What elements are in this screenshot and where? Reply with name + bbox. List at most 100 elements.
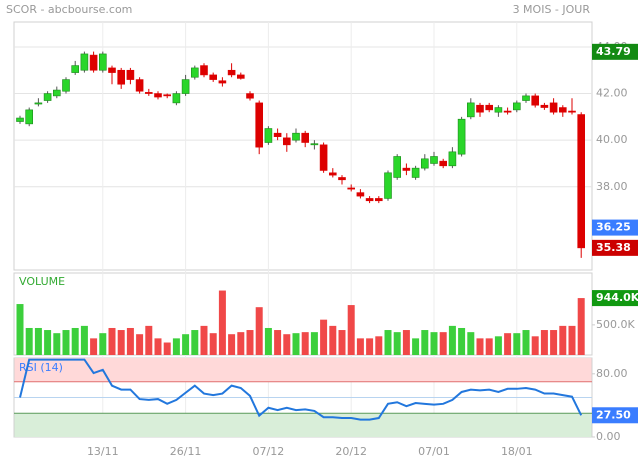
volume-bar: [375, 336, 383, 355]
candle-body: [439, 160, 448, 167]
volume-bar: [163, 342, 171, 355]
x-tick-label: 18/01: [501, 445, 533, 458]
price-marker: [592, 290, 638, 307]
candle-body: [292, 132, 300, 141]
candle-body: [181, 79, 190, 94]
volume-bar: [246, 330, 254, 355]
candle-body: [108, 67, 116, 73]
candle-body: [209, 74, 217, 80]
candle-body: [522, 95, 530, 101]
volume-bar: [108, 327, 116, 355]
candle-body: [301, 132, 310, 143]
y-tick-label: 38.00: [596, 180, 628, 193]
price-marker-label: 35.38: [596, 241, 631, 254]
y-tick-label: 40.00: [596, 133, 628, 146]
candle-body: [126, 69, 135, 80]
volume-bar: [310, 332, 318, 355]
volume-bar: [467, 332, 475, 355]
candle-body: [540, 104, 549, 108]
volume-bar: [44, 330, 52, 355]
candle-body: [117, 69, 125, 85]
volume-bar: [513, 333, 521, 355]
y-tick-label: 0.00: [596, 430, 621, 443]
candle-body: [568, 110, 576, 113]
candle-body: [246, 93, 254, 99]
price-marker-label: 27.50: [596, 408, 631, 421]
volume-bar: [448, 325, 456, 355]
volume-bar: [577, 298, 585, 355]
volume-bar: [384, 330, 392, 355]
volume-bar: [531, 336, 539, 355]
volume-bar: [301, 332, 309, 355]
volume-bar: [62, 330, 70, 355]
candle-body: [338, 177, 346, 181]
candle-body: [71, 65, 79, 73]
candle-body: [200, 65, 208, 76]
volume-bar: [16, 304, 24, 355]
y-tick-label: 42.00: [596, 87, 628, 100]
candle-body: [62, 79, 70, 92]
price-marker: [592, 407, 638, 424]
chart-subtitle: 3 MOIS - JOUR: [513, 3, 591, 16]
volume-bar: [540, 330, 548, 355]
price-marker-label: 36.25: [596, 221, 631, 234]
volume-bar: [421, 330, 429, 355]
volume-bar: [393, 332, 401, 355]
volume-bar: [356, 338, 364, 355]
candle-body: [264, 128, 273, 143]
volume-bar: [485, 338, 493, 355]
candle-body: [135, 79, 144, 92]
candle-body: [43, 93, 52, 101]
volume-bar: [264, 327, 272, 355]
chart-title: SCOR - abcbourse.com: [6, 3, 132, 16]
candle-body: [531, 95, 540, 106]
volume-bar: [117, 330, 125, 355]
volume-bar: [145, 325, 153, 355]
volume-bar: [494, 336, 502, 355]
volume-bar: [338, 330, 346, 355]
volume-bar: [25, 327, 33, 355]
candle-body: [466, 102, 475, 118]
price-marker: [592, 239, 638, 256]
volume-bar: [504, 333, 512, 355]
candle-body: [374, 198, 383, 202]
volume-bar: [329, 325, 337, 355]
volume-title: VOLUME: [19, 275, 65, 288]
candle-body: [549, 102, 558, 113]
price-marker: [592, 219, 638, 236]
candle-body: [227, 69, 236, 76]
volume-bar: [172, 338, 180, 355]
volume-bar: [228, 334, 236, 355]
x-tick-label: 26/11: [170, 445, 202, 458]
candle-body: [512, 102, 521, 111]
candle-body: [328, 172, 337, 176]
volume-bar: [34, 327, 42, 355]
candle-body: [25, 109, 34, 125]
candle-body: [577, 114, 586, 249]
candle-body: [558, 107, 567, 113]
volume-bar: [283, 334, 291, 355]
candle-body: [52, 89, 61, 97]
candle-body: [384, 172, 392, 199]
y-tick-label: 80.00: [596, 367, 628, 380]
volume-bar: [90, 338, 98, 355]
candle-body: [273, 132, 282, 137]
volume-bar: [182, 334, 190, 355]
candle-body: [319, 144, 328, 171]
candle-body: [89, 54, 98, 71]
candle-body: [503, 110, 512, 113]
volume-bar: [402, 330, 410, 355]
rsi-band: [14, 413, 592, 437]
candle-body: [457, 118, 466, 155]
volume-bar: [71, 327, 79, 355]
candle-body: [476, 104, 484, 113]
candle-body: [172, 93, 181, 104]
y-tick-label: 500.0K: [596, 318, 635, 331]
volume-bar: [430, 332, 438, 355]
volume-bar: [136, 334, 144, 355]
volume-bar: [237, 332, 245, 355]
candle-body: [191, 67, 199, 78]
candle-body: [494, 107, 503, 113]
rsi-band: [14, 358, 592, 382]
